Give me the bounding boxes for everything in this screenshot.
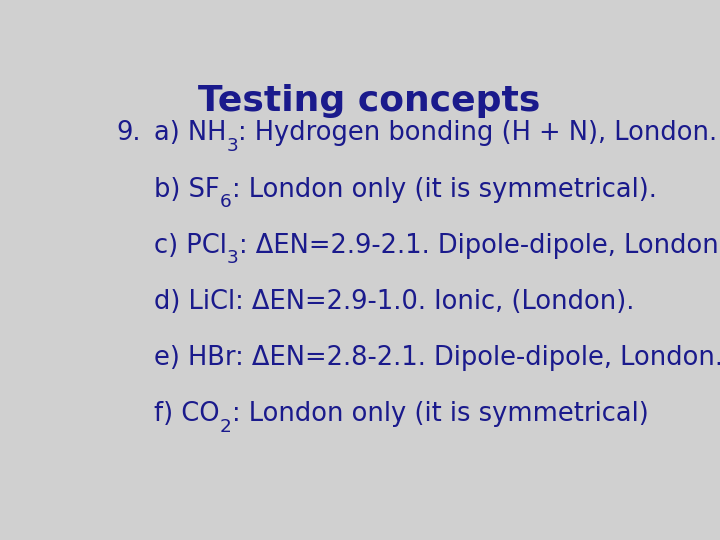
- Text: 6: 6: [220, 193, 232, 211]
- Text: a) NH: a) NH: [154, 120, 227, 146]
- Text: 9.: 9.: [117, 120, 141, 146]
- Text: : Hydrogen bonding (H + N), London.: : Hydrogen bonding (H + N), London.: [238, 120, 717, 146]
- Text: : ΔEN=2.9-2.1. Dipole-dipole, London.: : ΔEN=2.9-2.1. Dipole-dipole, London.: [239, 233, 720, 259]
- Text: : London only (it is symmetrical): : London only (it is symmetrical): [232, 401, 649, 427]
- Text: Testing concepts: Testing concepts: [198, 84, 540, 118]
- Text: f) CO: f) CO: [154, 401, 220, 427]
- Text: 3: 3: [227, 137, 238, 155]
- Text: e) HBr: ΔEN=2.8-2.1. Dipole-dipole, London.: e) HBr: ΔEN=2.8-2.1. Dipole-dipole, Lond…: [154, 345, 720, 371]
- Text: b) SF: b) SF: [154, 177, 220, 202]
- Text: 2: 2: [220, 417, 232, 436]
- Text: : London only (it is symmetrical).: : London only (it is symmetrical).: [232, 177, 657, 202]
- Text: 3: 3: [227, 249, 239, 267]
- Text: d) LiCl: ΔEN=2.9-1.0. Ionic, (London).: d) LiCl: ΔEN=2.9-1.0. Ionic, (London).: [154, 289, 634, 315]
- Text: c) PCl: c) PCl: [154, 233, 227, 259]
